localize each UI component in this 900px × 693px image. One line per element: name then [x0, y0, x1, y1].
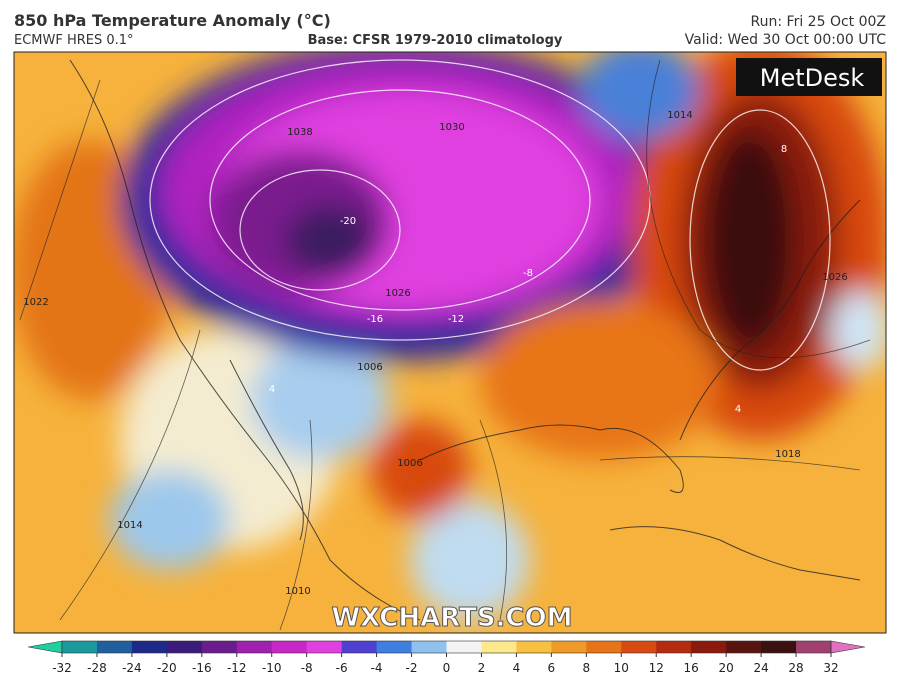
title: 850 hPa Temperature Anomaly (°C): [14, 11, 331, 30]
map: [14, 52, 886, 633]
colorbar-tick-label: -20: [157, 661, 177, 675]
colorbar-tick-label: 20: [718, 661, 733, 675]
colorbar-tick-label: -12: [227, 661, 247, 675]
contour-label: 4: [269, 384, 275, 395]
isobars: [19, 59, 871, 631]
colorbar-tick-label: 10: [614, 661, 629, 675]
colorbar-tick-label: 8: [582, 661, 590, 675]
contour-label: -20: [340, 216, 356, 227]
colorbar-segment: [411, 641, 447, 653]
colorbar-segment: [201, 641, 238, 653]
colorbar-extend-high: [830, 640, 866, 654]
colorbar-segment: [131, 641, 168, 653]
colorbar-tick-label: -10: [262, 661, 282, 675]
colorbar-segment: [691, 641, 727, 653]
colorbar-tick-label: -32: [52, 661, 72, 675]
colorbar-segment: [341, 641, 378, 653]
contour-label: -16: [367, 314, 383, 325]
colorbar-tick-label: 12: [649, 661, 664, 675]
map-labels: 1038 -20 1026 -16 -12 -8 4 1006 1014 1018 1022 1010…: [23, 110, 847, 597]
colorbar-segment: [656, 641, 692, 653]
colorbar-tick-label: 4: [513, 661, 521, 675]
coastlines: [69, 59, 861, 621]
colorbar-segment: [586, 641, 622, 653]
contour-label: -8: [523, 268, 533, 279]
map-frame: [13, 51, 887, 634]
colorbar-segment: [446, 641, 482, 653]
colorbar-tick-label: -24: [122, 661, 142, 675]
colorbar-segment: [761, 641, 797, 653]
colorbar-segment: [551, 641, 587, 653]
colorbar-tick-label: 24: [753, 661, 768, 675]
colorbar-segment: [96, 641, 133, 653]
contour-label: 1006: [357, 362, 382, 373]
contour-label: 1022: [23, 297, 48, 308]
contour-label: 1018: [775, 449, 800, 460]
colorbar-tick-label: 16: [684, 661, 699, 675]
contour-label: 1030: [439, 122, 464, 133]
colorbar-segment: [306, 641, 343, 653]
colorbar-segment: [376, 641, 413, 653]
colorbar-segment: [516, 641, 552, 653]
logo-box: [736, 58, 882, 96]
contour-label: 4: [735, 404, 741, 415]
model: ECMWF HRES 0.1°: [14, 33, 134, 48]
valid: Valid: Wed 30 Oct 00:00 UTC: [685, 32, 887, 48]
colorbar-tick-label: -4: [371, 661, 383, 675]
colorbar-segment: [796, 641, 832, 653]
contour-label: 1026: [822, 272, 847, 283]
colorbar-tick-label: -8: [301, 661, 313, 675]
colorbar-segment: [236, 641, 273, 653]
colorbar: -32 -28 -24 -20 -16 -12 -10 -8 -6 -4 -2 0 2 4 6 8 10 12 16…: [27, 640, 866, 675]
colorbar-extend-low: [27, 640, 63, 654]
colorbar-tick-label: -28: [87, 661, 107, 675]
colorbar-segment: [726, 641, 762, 653]
contour-label: 1014: [117, 520, 142, 531]
run: Run: Fri 25 Oct 00Z: [751, 14, 886, 30]
watermark: WXCHARTS.COM: [331, 603, 572, 633]
colorbar-segment: [621, 641, 657, 653]
colorbar-tick-label: 6: [548, 661, 556, 675]
contour-label: 1006: [397, 458, 422, 469]
colorbar-tick-label: 0: [443, 661, 451, 675]
contour-label: 1010: [285, 586, 310, 597]
colorbar-tick-label: 28: [788, 661, 803, 675]
colorbar-segment: [166, 641, 203, 653]
contour-label: 8: [781, 144, 787, 155]
base: Base: CFSR 1979-2010 climatology: [308, 33, 563, 48]
anomaly-field: [14, 52, 886, 620]
colorbar-tick-label: 2: [478, 661, 486, 675]
colorbar-segment: [271, 641, 308, 653]
colorbar-segment: [62, 641, 98, 653]
colorbar-tick-label: -16: [192, 661, 212, 675]
contour-label: 1026: [385, 288, 410, 299]
colorbar-tick-label: 32: [823, 661, 838, 675]
logo: MetDesk: [760, 64, 865, 92]
colorbar-tick-label: -2: [406, 661, 418, 675]
contour-label: 1014: [667, 110, 692, 121]
contour-label: 1038: [287, 127, 312, 138]
colorbar-tick-label: -6: [336, 661, 348, 675]
colorbar-segment: [481, 641, 517, 653]
contour-label: -12: [448, 314, 464, 325]
